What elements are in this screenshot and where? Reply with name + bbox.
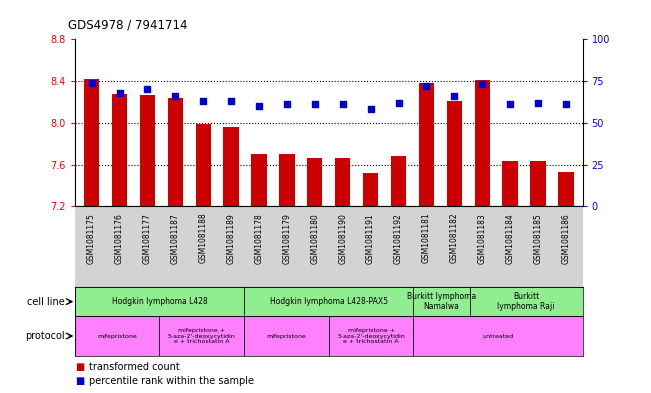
- Text: ■: ■: [75, 376, 84, 386]
- Text: mifepristone: mifepristone: [266, 334, 307, 338]
- Bar: [391, 156, 406, 206]
- Bar: [413, 287, 470, 316]
- Bar: [244, 287, 413, 316]
- Bar: [335, 158, 350, 206]
- Point: [282, 101, 292, 108]
- Text: mifepristone +
5-aza-2'-deoxycytidin
e + trichostatin A: mifepristone + 5-aza-2'-deoxycytidin e +…: [168, 328, 236, 344]
- Bar: [223, 127, 239, 206]
- Point: [421, 83, 432, 89]
- Text: GSM1081178: GSM1081178: [255, 213, 264, 264]
- Bar: [244, 316, 329, 356]
- Text: GSM1081184: GSM1081184: [506, 213, 514, 264]
- Text: GSM1081188: GSM1081188: [199, 213, 208, 263]
- Text: protocol: protocol: [25, 331, 65, 341]
- Bar: [112, 94, 127, 206]
- Point: [393, 99, 404, 106]
- Point: [198, 98, 208, 104]
- Bar: [329, 316, 413, 356]
- Point: [87, 79, 97, 86]
- Text: ■: ■: [75, 362, 84, 373]
- Bar: [475, 80, 490, 206]
- Text: GSM1081186: GSM1081186: [561, 213, 570, 264]
- Bar: [447, 101, 462, 206]
- Text: GSM1081192: GSM1081192: [394, 213, 403, 264]
- Text: Burkitt lymphoma
Namalwa: Burkitt lymphoma Namalwa: [407, 292, 477, 311]
- Text: Burkitt
lymphoma Raji: Burkitt lymphoma Raji: [497, 292, 555, 311]
- Text: GSM1081182: GSM1081182: [450, 213, 459, 263]
- Bar: [251, 154, 267, 206]
- Point: [310, 101, 320, 108]
- Bar: [413, 316, 583, 356]
- Point: [254, 103, 264, 109]
- Point: [142, 86, 152, 93]
- Bar: [84, 79, 99, 206]
- Bar: [195, 124, 211, 206]
- Text: GDS4978 / 7941714: GDS4978 / 7941714: [68, 18, 188, 31]
- Bar: [279, 154, 294, 206]
- Bar: [531, 162, 546, 206]
- Point: [477, 81, 488, 88]
- Text: GSM1081189: GSM1081189: [227, 213, 236, 264]
- Bar: [503, 162, 518, 206]
- Bar: [307, 158, 322, 206]
- Text: cell line: cell line: [27, 297, 65, 307]
- Bar: [419, 83, 434, 206]
- Text: GSM1081175: GSM1081175: [87, 213, 96, 264]
- Text: GSM1081177: GSM1081177: [143, 213, 152, 264]
- Point: [505, 101, 516, 108]
- Point: [449, 93, 460, 99]
- Point: [337, 101, 348, 108]
- Text: GSM1081181: GSM1081181: [422, 213, 431, 263]
- Point: [533, 99, 543, 106]
- Text: GSM1081179: GSM1081179: [283, 213, 292, 264]
- Bar: [470, 287, 583, 316]
- Bar: [159, 316, 244, 356]
- Bar: [363, 173, 378, 206]
- Text: percentile rank within the sample: percentile rank within the sample: [89, 376, 254, 386]
- Point: [115, 90, 125, 96]
- Text: mifepristone +
5-aza-2'-deoxycytidin
e + trichostatin A: mifepristone + 5-aza-2'-deoxycytidin e +…: [337, 328, 405, 344]
- Text: GSM1081191: GSM1081191: [366, 213, 375, 264]
- Bar: [75, 316, 159, 356]
- Bar: [558, 172, 574, 206]
- Point: [365, 107, 376, 113]
- Point: [170, 93, 180, 99]
- Point: [561, 101, 571, 108]
- Text: Hodgkin lymphoma L428: Hodgkin lymphoma L428: [111, 297, 208, 306]
- Text: Hodgkin lymphoma L428-PAX5: Hodgkin lymphoma L428-PAX5: [270, 297, 388, 306]
- Text: untreated: untreated: [482, 334, 514, 338]
- Text: GSM1081180: GSM1081180: [311, 213, 319, 264]
- Text: GSM1081183: GSM1081183: [478, 213, 487, 264]
- Text: GSM1081185: GSM1081185: [534, 213, 542, 264]
- Bar: [168, 98, 183, 206]
- Text: GSM1081176: GSM1081176: [115, 213, 124, 264]
- Point: [226, 98, 236, 104]
- Bar: [140, 95, 155, 206]
- Text: transformed count: transformed count: [89, 362, 180, 373]
- Bar: [75, 287, 244, 316]
- Text: mifepristone: mifepristone: [97, 334, 137, 338]
- Text: GSM1081187: GSM1081187: [171, 213, 180, 264]
- Text: GSM1081190: GSM1081190: [339, 213, 347, 264]
